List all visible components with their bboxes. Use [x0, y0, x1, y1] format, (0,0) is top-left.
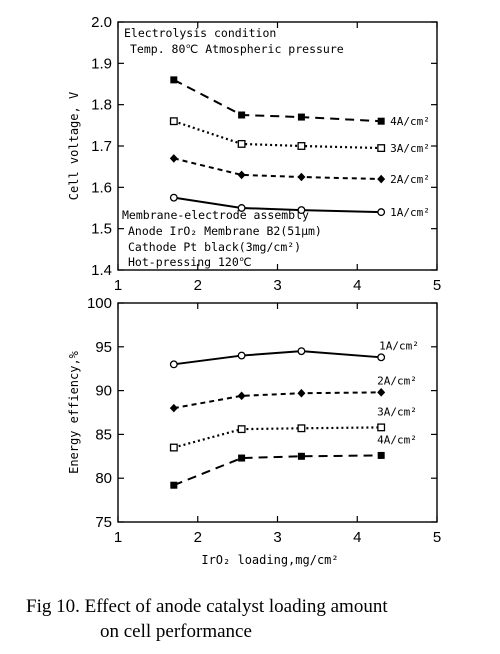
data-point [297, 113, 305, 121]
condition-note-3: Membrane-electrode assembly [122, 208, 309, 222]
data-point [170, 76, 178, 84]
data-point [169, 360, 178, 369]
data-point [237, 139, 246, 148]
series-2Acm: 2A/cm² [169, 154, 430, 186]
data-point [377, 451, 385, 459]
series-4Acm: 4A/cm² [170, 433, 417, 489]
y-axis-label: Energy effiency,% [67, 350, 81, 474]
series-line [173, 196, 382, 214]
series-label: 2A/cm² [390, 173, 430, 186]
series-line [173, 78, 382, 123]
condition-note-2: Temp. 80℃ Atmospheric pressure [130, 42, 344, 56]
condition-note-5: Cathode Pt black(3mg/cm²) [128, 240, 301, 254]
data-point [238, 111, 246, 119]
data-point [169, 154, 178, 163]
y-tick-label: 1.8 [91, 97, 112, 114]
series-line [173, 120, 382, 150]
series-4Acm: 4A/cm² [170, 76, 430, 128]
series-3Acm: 3A/cm² [169, 117, 430, 155]
data-point [237, 425, 246, 434]
x-tick-label: 1 [114, 529, 122, 546]
x-tick-label: 3 [273, 529, 281, 546]
series-line [173, 454, 382, 487]
data-point [377, 208, 386, 217]
series-3Acm: 3A/cm² [169, 405, 417, 452]
data-point [169, 117, 178, 126]
y-tick-label: 80 [95, 470, 112, 487]
series-line [173, 426, 382, 449]
figure-caption: Fig 10. Effect of anode catalyst loading… [26, 594, 496, 644]
y-axis-label: Cell voltage, V [67, 92, 81, 200]
data-point [169, 193, 178, 202]
x-tick-label: 3 [273, 277, 281, 294]
x-tick-label: 5 [433, 277, 441, 294]
series-line [173, 391, 382, 410]
data-point [297, 206, 306, 215]
series-label: 1A/cm² [379, 339, 419, 352]
series-2Acm: 2A/cm² [169, 374, 417, 413]
series-label: 4A/cm² [377, 433, 417, 446]
x-tick-label: 1 [114, 277, 122, 294]
y-tick-label: 2.0 [91, 14, 112, 31]
y-tick-label: 1.9 [91, 55, 112, 72]
x-tick-label: 4 [353, 277, 361, 294]
x-axis-label: IrO₂ loading,mg/cm² [201, 553, 338, 567]
condition-note-6: Hot-pressing 120℃ [128, 255, 252, 269]
x-tick-label: 2 [194, 277, 202, 294]
caption-line-1: Fig 10. Effect of anode catalyst loading… [26, 596, 388, 617]
chart-panel-1: 1 2 3 4 5 1.4 1.5 1.6 1.7 1.8 1.9 2.0 Cell voltage, … [67, 14, 441, 294]
data-point [169, 403, 178, 413]
x-tick-label: 4 [353, 529, 361, 546]
condition-note-4: Anode IrO₂ Membrane B2(51μm) [128, 224, 322, 238]
condition-note-1: Electrolysis condition [124, 26, 276, 40]
y-tick-label: 90 [95, 383, 112, 400]
x-tick-label: 2 [194, 529, 202, 546]
data-point [170, 481, 178, 489]
data-point [377, 388, 386, 397]
y-tick-label: 1.7 [91, 138, 112, 155]
data-point [377, 117, 385, 125]
data-point [237, 204, 246, 212]
series-1Acm: 1A/cm² [169, 339, 419, 369]
data-point [297, 142, 306, 150]
data-point [237, 170, 246, 180]
y-tick-label: 1.4 [91, 262, 112, 279]
data-point [297, 347, 306, 356]
y-tick-label: 1.6 [91, 179, 112, 196]
data-point [237, 351, 246, 360]
y-tick-label: 95 [95, 339, 112, 356]
y-tick-label: 1.5 [91, 221, 112, 238]
chart-panel-2: 1 2 3 4 5 75 80 85 90 95 100 Energy effiency,% IrO₂ … [67, 295, 441, 567]
series-label: 3A/cm² [390, 142, 430, 155]
data-point [297, 452, 305, 460]
y-tick-label: 75 [95, 514, 112, 531]
data-point [297, 172, 306, 182]
data-point [169, 443, 178, 452]
series-1Acm: 1A/cm² [169, 193, 430, 219]
series-line [173, 157, 382, 181]
x-tick-label: 5 [433, 529, 441, 546]
y-tick-label: 85 [95, 426, 112, 443]
data-point [237, 391, 246, 401]
data-point [377, 423, 386, 432]
series-label: 3A/cm² [377, 405, 417, 418]
series-label: 1A/cm² [390, 206, 430, 219]
series-line [173, 350, 382, 366]
data-point [377, 174, 386, 184]
data-point [377, 353, 386, 362]
series-label: 2A/cm² [377, 374, 417, 387]
series-label: 4A/cm² [390, 115, 430, 128]
data-point [297, 424, 306, 433]
data-point [377, 144, 386, 153]
data-point [297, 388, 306, 398]
y-tick-label: 100 [87, 295, 112, 312]
data-point [238, 454, 246, 462]
caption-line-2: on cell performance [100, 621, 252, 642]
